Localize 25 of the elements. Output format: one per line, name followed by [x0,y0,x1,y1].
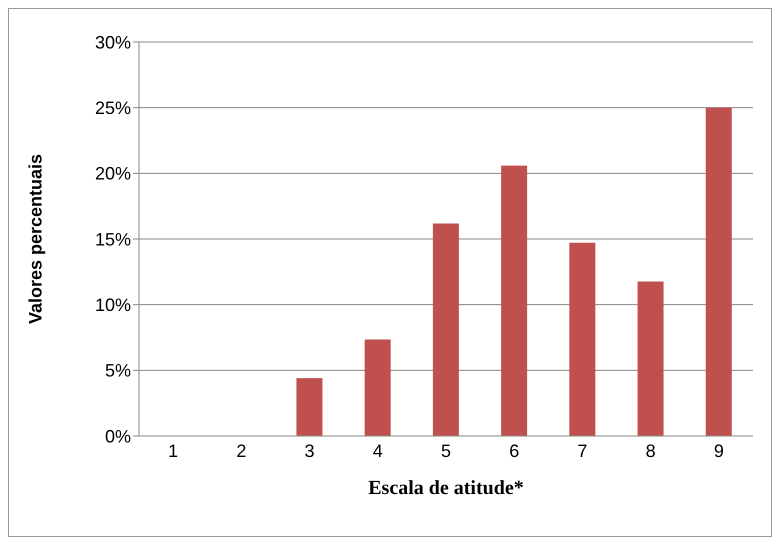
y-tick-label: 15% [94,229,131,250]
y-tick-label: 25% [94,98,131,118]
x-tick-label: 2 [236,440,246,461]
x-tick-label: 1 [168,440,178,461]
bar [638,282,664,436]
x-axis-title: Escala de atitude* [368,477,524,499]
bar [364,339,391,436]
y-tick-label: 30% [94,32,131,52]
x-tick-label: 5 [440,440,452,461]
x-tick-label: 9 [714,440,724,461]
x-tick-label: 4 [372,440,383,461]
y-tick-label: 10% [94,295,131,316]
bar [569,242,596,436]
y-tick-label: 20% [94,164,131,184]
y-tick-label: 0% [104,426,131,446]
x-tick-label: 8 [646,440,656,461]
bar [432,224,459,436]
y-tick-label: 5% [104,360,131,381]
bar [706,108,732,436]
bar [296,378,322,436]
bar [501,166,528,436]
x-tick-label: 7 [577,440,588,461]
x-tick-label: 3 [304,440,315,461]
x-tick-label: 6 [509,440,520,461]
y-axis-title: Valores percentuais [25,154,46,324]
